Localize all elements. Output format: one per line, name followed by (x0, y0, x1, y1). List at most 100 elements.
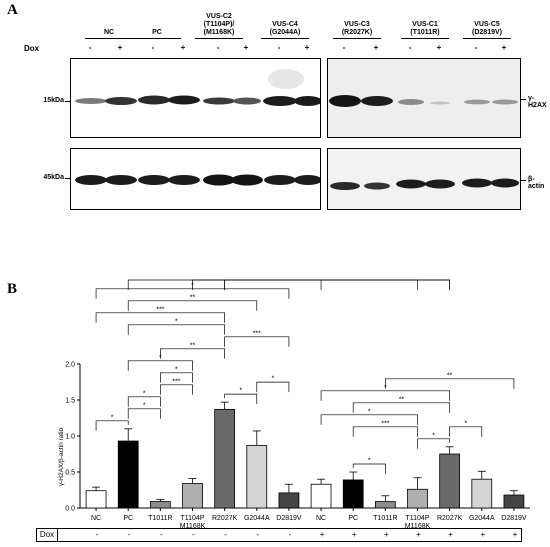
lane-group-label-1: PC (127, 29, 187, 37)
significance-label: *** (381, 420, 389, 427)
x-tick-label-line: T1104P (406, 515, 430, 522)
dox-cell-11: + (448, 530, 453, 539)
significance-bracket (95, 312, 225, 323)
dose-sign: - (474, 43, 478, 52)
significance-bracket (127, 396, 161, 407)
bar-4 (214, 408, 236, 509)
dox-cell-12: + (480, 530, 486, 539)
protein-label-gh2ax: γ-H2AX (528, 95, 547, 109)
significance-label: * (175, 366, 178, 373)
lane-group-label-line: NC (103, 29, 115, 36)
lane-group-label-line: (M1168K) (203, 29, 235, 36)
dose-sign: + (243, 43, 249, 52)
lane-group-label-line: VUS-C4 (272, 21, 298, 28)
x-tick-label-10: T1104P M1168K (405, 515, 431, 528)
lane-group-underline (401, 38, 449, 39)
lane-group-label-line: (R2027K) (341, 29, 373, 36)
dox-cell-6: - (288, 530, 292, 539)
significance-bracket (127, 300, 258, 311)
dose-sign: - (277, 43, 281, 52)
x-tick-label-8: PC (348, 515, 358, 522)
significance-label: * (111, 414, 114, 421)
x-tick-label-line: PC (123, 515, 133, 522)
significance-label: * (432, 432, 435, 439)
y-axis-label: γ-H2AX/β-actin ratio (58, 427, 65, 486)
x-tick-label-11: R2027K (437, 515, 463, 522)
x-tick-label-13: D2819V (501, 515, 527, 522)
bar-3 (182, 483, 203, 509)
panel-a-letter: A (7, 2, 18, 18)
dose-sign: - (151, 43, 155, 52)
significance-bracket (127, 324, 225, 335)
lane-group-label-5: VUS-C1 (T1011R) (395, 21, 455, 37)
significance-bracket (160, 384, 193, 395)
mw-tick-45kda (65, 178, 70, 179)
gh2ax-blot-right (327, 58, 521, 138)
significance-label: * (368, 458, 371, 465)
significance-bracket (160, 372, 193, 383)
x-tick-label-line: R2027K (212, 515, 238, 522)
dox-table: Dox - - - - - - - + + + + + + + (36, 528, 522, 542)
lane-group-label-2: VUS-C2 (T1104P)/(M1168K) (189, 13, 249, 37)
bar-2 (149, 501, 171, 509)
x-tick-label-line: T1104P (181, 515, 205, 522)
dose-sign: - (342, 43, 346, 52)
dox-label-a: Dox (24, 44, 40, 53)
lane-group-label-4: VUS-C3 (R2027K) (327, 21, 387, 37)
lane-group-label-line: PC (152, 29, 162, 36)
lane-group-label-line: (T1011R) (410, 29, 440, 36)
dox-table-label: Dox (37, 529, 58, 541)
dose-sign: + (373, 43, 379, 52)
x-tick-label-7: NC (316, 515, 326, 522)
dose-sign: + (180, 43, 186, 52)
significance-label: * (320, 278, 323, 281)
significance-label: * (143, 390, 146, 397)
significance-label: ** (447, 372, 453, 379)
significance-bracket (127, 360, 193, 371)
significance-bracket (224, 336, 290, 347)
bar-10 (407, 488, 428, 509)
significance-bracket (127, 408, 161, 419)
significance-bracket (352, 463, 386, 474)
lane-group-label-line: (T1104P)/ (203, 21, 235, 28)
bar-5 (246, 444, 268, 509)
bar-12 (471, 478, 493, 509)
x-tick-label-2: T1011R (148, 515, 172, 522)
significance-label: *** (156, 306, 164, 313)
significance-bracket (160, 348, 225, 359)
dox-cell-2: - (160, 530, 163, 539)
dox-cell-8: + (351, 530, 357, 539)
dox-cell-3: - (192, 530, 195, 539)
actin-bands-right (328, 149, 520, 209)
mw-label-45kda: 45kDa (43, 174, 64, 181)
dose-sign: + (501, 43, 507, 52)
lane-group-underline (85, 38, 133, 39)
significance-label: ** (318, 278, 324, 281)
x-tick-label-line: T1011R (373, 515, 397, 522)
significance-bracket (417, 438, 450, 449)
dox-cell-4: - (224, 530, 227, 539)
x-tick-label-line: NC (316, 515, 326, 522)
x-tick-label-1: PC (123, 515, 133, 522)
protein-tick-actin (521, 180, 526, 181)
lane-group-label-line: VUS-C3 (344, 21, 370, 28)
x-tick-label-line: D2819V (276, 515, 302, 522)
bar-9 (374, 501, 396, 509)
significance-bracket (224, 393, 258, 405)
dox-cell-10: + (416, 530, 421, 539)
x-tick-label-6: D2819V (276, 515, 302, 522)
x-tick-label-line: R2027K (437, 515, 463, 522)
bar-7 (310, 483, 332, 509)
dose-sign: + (436, 43, 442, 52)
dose-sign: - (408, 43, 412, 52)
mw-tick-15kda (65, 101, 70, 102)
bar-6 (278, 492, 300, 509)
dose-sign: + (117, 43, 123, 52)
gh2ax-blot-left (70, 58, 321, 138)
x-tick-label-line: PC (348, 515, 358, 522)
dox-cell-13: + (512, 530, 518, 539)
actin-bands-left (71, 149, 320, 209)
lane-group-label-line: (G2044A) (269, 29, 301, 36)
lane-group-underline (463, 38, 511, 39)
